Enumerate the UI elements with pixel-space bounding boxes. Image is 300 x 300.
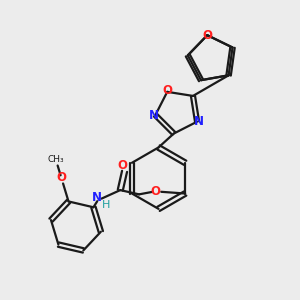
- Text: O: O: [150, 185, 160, 198]
- Text: N: N: [194, 115, 204, 128]
- Text: O: O: [56, 171, 66, 184]
- Text: N: N: [149, 109, 159, 122]
- Text: H: H: [102, 200, 110, 210]
- Text: O: O: [202, 29, 212, 42]
- Text: N: N: [92, 191, 101, 204]
- Text: O: O: [118, 159, 128, 172]
- Text: O: O: [162, 85, 172, 98]
- Text: CH₃: CH₃: [48, 155, 64, 164]
